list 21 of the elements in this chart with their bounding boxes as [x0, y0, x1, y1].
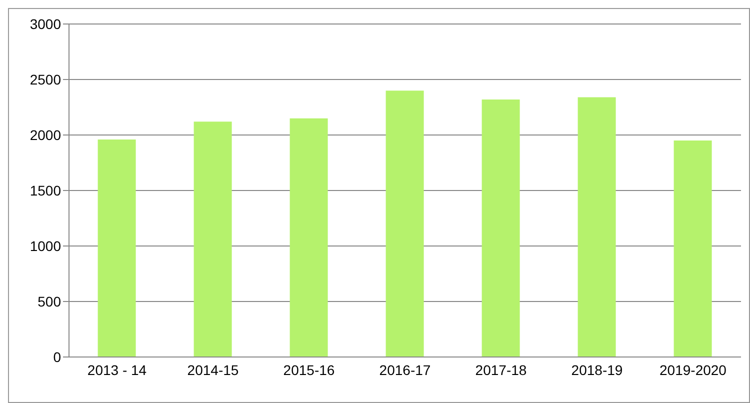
y-tick-label: 1500: [30, 182, 62, 198]
bar: [98, 139, 136, 357]
x-tick-label: 2018-19: [571, 362, 623, 378]
y-tick-label: 0: [53, 348, 62, 365]
y-tick-label: 3000: [30, 16, 62, 32]
bar: [578, 97, 616, 357]
bar: [386, 90, 424, 357]
x-tick-label: 2017-18: [475, 362, 527, 378]
x-tick-label: 2014-15: [187, 362, 239, 378]
bar: [194, 122, 232, 357]
x-tick-label: 2019-2020: [660, 362, 727, 378]
y-tick-label: 1000: [30, 238, 62, 254]
x-tick-label: 2015-16: [283, 362, 335, 378]
bar: [290, 118, 328, 357]
x-tick-label: 2013 - 14: [87, 362, 147, 378]
x-tick-label: 2016-17: [379, 362, 431, 378]
y-tick-label: 2500: [30, 71, 62, 88]
bar: [674, 140, 712, 357]
bar: [482, 99, 520, 357]
y-tick-label: 2000: [30, 126, 62, 143]
y-tick-label: 500: [38, 293, 62, 310]
